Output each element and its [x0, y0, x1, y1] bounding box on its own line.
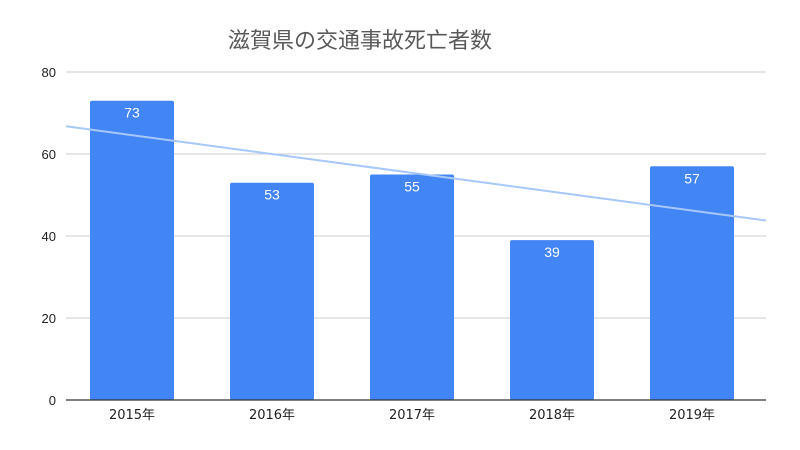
bar	[90, 100, 174, 400]
x-tick-label: 2016年	[249, 408, 295, 423]
trendline-group	[65, 125, 767, 222]
bars	[90, 100, 734, 400]
x-tick-label: 2015年	[109, 408, 155, 423]
trendline	[65, 125, 767, 222]
bar-data-labels: 73 53 55 39 57	[124, 105, 700, 260]
bar	[370, 174, 454, 400]
bar-value-label: 73	[124, 105, 140, 121]
bar	[650, 166, 734, 400]
bar-value-label: 57	[684, 170, 700, 186]
bar-value-label: 53	[264, 187, 280, 203]
bar	[510, 240, 594, 400]
chart-title: 滋賀県の交通事故死亡者数	[228, 29, 492, 54]
x-tick-label: 2018年	[529, 408, 575, 423]
y-tick-label: 20	[42, 311, 56, 326]
y-tick-label: 40	[42, 229, 56, 244]
y-tick-label: 80	[42, 65, 56, 80]
y-axis-ticks: 0 20 40 60 80	[42, 65, 56, 408]
bar-value-label: 55	[404, 179, 420, 195]
bar-value-label: 39	[544, 244, 560, 260]
x-axis-ticks: 2015年 2016年 2017年 2018年 2019年	[109, 408, 715, 423]
y-tick-label: 60	[42, 147, 56, 162]
y-tick-label: 0	[49, 393, 56, 408]
bar	[230, 182, 314, 400]
x-tick-label: 2017年	[389, 408, 435, 423]
x-tick-label: 2019年	[669, 408, 715, 423]
